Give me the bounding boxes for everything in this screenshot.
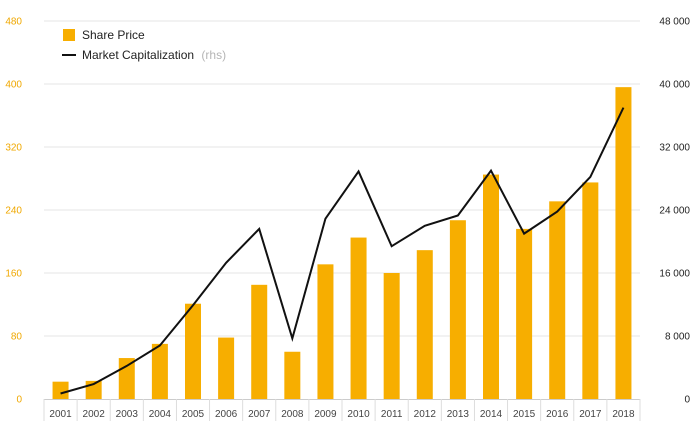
market-cap-line-layer (60, 107, 625, 395)
x-tick-label: 2014 (480, 409, 503, 420)
y-right-tick-label: 32 000 (659, 143, 690, 154)
bar-share-price-2016 (549, 201, 566, 399)
legend-label-share-price: Share Price (82, 28, 145, 42)
bar-share-price-2009 (317, 264, 334, 399)
legend-label-market-cap: Market Capitalization (rhs) (82, 48, 226, 62)
market-cap-line (60, 107, 625, 395)
x-tick-label: 2016 (546, 409, 569, 420)
y-left-tick-label: 0 (16, 395, 22, 406)
x-tick-label: 2009 (314, 409, 337, 420)
legend: Share Price Market Capitalization (rhs) (62, 28, 226, 62)
axes: 0 80 160 240 320 400 480 0 8 000 16 000 24 000 32 0… (5, 17, 690, 421)
y-left-tick-label: 400 (5, 80, 22, 91)
x-tick-label: 2003 (116, 409, 139, 420)
bar-share-price-2001 (52, 381, 69, 399)
x-tick-label: 2015 (513, 409, 536, 420)
y-left-tick-label: 80 (11, 332, 23, 343)
y-right-tick-label: 8 000 (665, 332, 690, 343)
bar-share-price-2014 (483, 174, 499, 399)
bar-share-price-2007 (251, 284, 268, 399)
x-tick-label: 2005 (182, 409, 205, 420)
legend-swatch-share-price (63, 29, 75, 41)
x-tick-label: 2012 (414, 409, 437, 420)
x-tick-label: 2008 (281, 409, 304, 420)
bar-share-price-2005 (185, 303, 201, 399)
x-tick-label: 2018 (612, 409, 635, 420)
x-tick-label: 2017 (579, 409, 602, 420)
y-left-tick-label: 320 (5, 143, 22, 154)
share-price-bars (52, 87, 632, 400)
x-tick-label: 2011 (381, 409, 403, 420)
x-tick-label: 2013 (447, 409, 470, 420)
bar-share-price-2017 (582, 182, 599, 399)
bar-share-price-2015 (516, 228, 533, 399)
bar-share-price-2013 (449, 220, 466, 399)
bar-share-price-2018 (615, 87, 632, 400)
y-right-tick-label: 48 000 (659, 17, 690, 28)
y-right-tick-label: 16 000 (659, 269, 690, 280)
bar-share-price-2012 (416, 250, 433, 399)
x-tick-label: 2001 (49, 409, 72, 420)
legend-label-market-cap-name: Market Capitalization (82, 48, 194, 62)
x-tick-label: 2004 (149, 409, 172, 420)
y-left-tick-label: 480 (5, 17, 22, 28)
x-tick-label: 2010 (347, 409, 370, 420)
y-left-tick-label: 240 (5, 206, 22, 217)
y-left-tick-label: 160 (5, 269, 22, 280)
legend-label-market-cap-suffix: (rhs) (201, 48, 226, 62)
y-right-tick-label: 40 000 (659, 80, 690, 91)
grid-lines (44, 20, 640, 337)
x-tick-label: 2002 (83, 409, 106, 420)
x-tick-label: 2006 (215, 409, 238, 420)
bar-share-price-2010 (350, 237, 367, 399)
y-right-tick-label: 24 000 (659, 206, 690, 217)
bar-share-price-2004 (151, 343, 168, 399)
x-tick-label: 2007 (248, 409, 271, 420)
bar-share-price-2003 (118, 358, 135, 399)
bar-share-price-2006 (218, 337, 235, 399)
bar-share-price-2008 (284, 351, 301, 399)
bar-share-price-2011 (383, 273, 400, 399)
y-right-tick-label: 0 (684, 395, 690, 406)
